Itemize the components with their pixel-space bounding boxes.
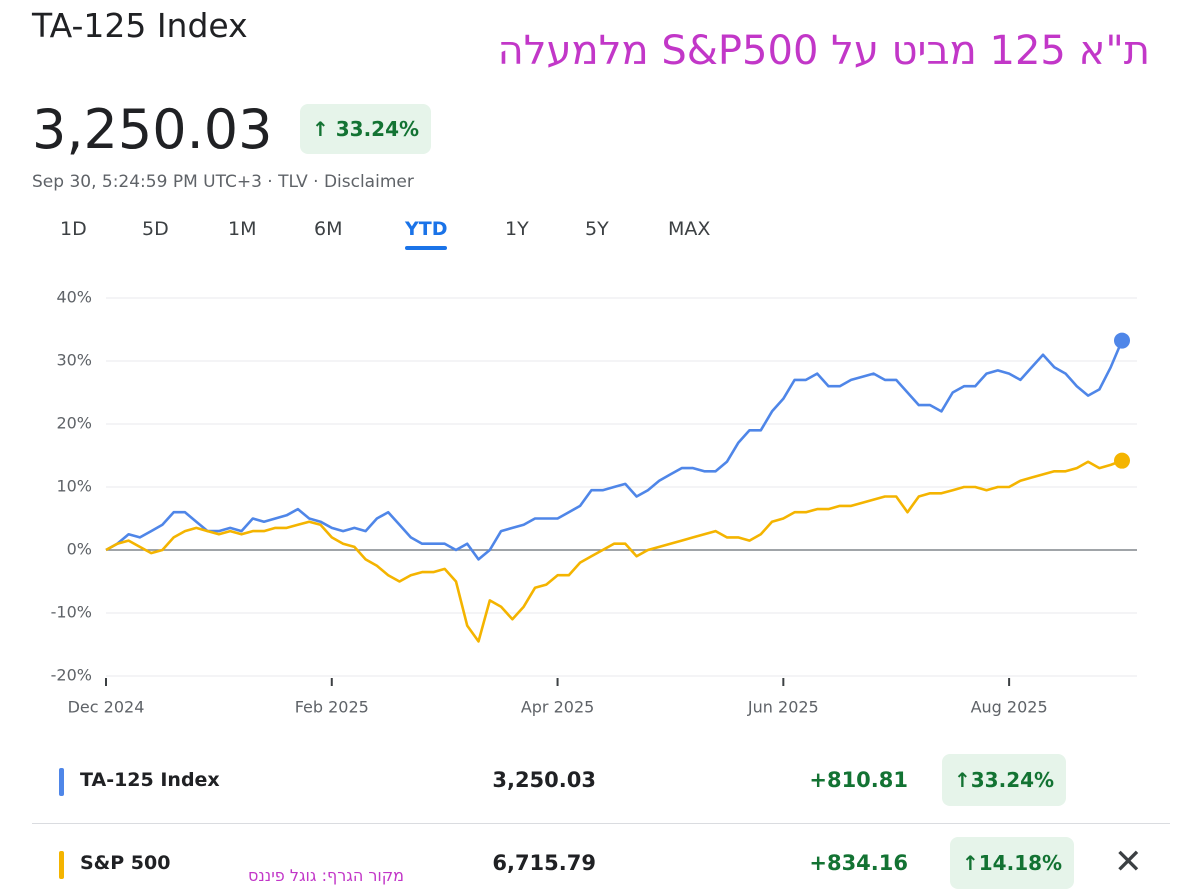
legend-name: TA-125 Index: [80, 769, 220, 791]
y-tick-label: 40%: [56, 288, 92, 307]
tab[interactable]: 1M: [228, 218, 257, 240]
annotation: ת"א 125 מביט על S&P500 מלמעלה: [497, 28, 1150, 74]
close-button[interactable]: ✕: [1114, 842, 1143, 882]
x-tick-label: Dec 2024: [68, 698, 145, 717]
row-badge: ↑14.18%: [950, 837, 1075, 889]
y-tick-label: 10%: [56, 477, 92, 496]
divider: [32, 823, 1170, 824]
chart: -20% -10% 0% 10% 20% 30% 40% Dec 2024 Feb 2025 Ap…: [51, 288, 1137, 717]
title: TA-125 Index: [32, 6, 248, 45]
x-tick-label: Apr 2025: [521, 698, 594, 717]
row-price: 6,715.79: [492, 851, 596, 875]
tab[interactable]: 5D: [142, 218, 169, 240]
y-tick-label: -10%: [51, 603, 92, 622]
tab[interactable]: 1D: [60, 218, 87, 240]
x-tick-label: Feb 2025: [295, 698, 369, 717]
end-point: [1114, 452, 1130, 469]
y-tick-label: 0%: [67, 540, 92, 559]
y-tick-label: 20%: [56, 414, 92, 433]
tab[interactable]: 5Y: [585, 218, 609, 240]
legend-swatch: [59, 768, 64, 796]
y-tick-label: -20%: [51, 666, 92, 685]
end-point: [1114, 332, 1130, 349]
row-change-pct: 33.24%: [970, 768, 1055, 792]
row-change-pct: 14.18%: [978, 851, 1063, 875]
y-tick-label: 30%: [56, 351, 92, 370]
source: מקור הגרף: גוגל פיננס: [248, 866, 404, 885]
tab-underline: [405, 246, 447, 250]
price: 3,250.03: [32, 98, 273, 161]
series-line: [105, 459, 1123, 643]
legend-swatch: [59, 851, 64, 879]
row-change: +810.81: [809, 768, 908, 792]
change-pct: 33.24%: [335, 117, 420, 141]
tab[interactable]: 1Y: [505, 218, 529, 240]
change-badge: ↑ 33.24%: [300, 104, 432, 154]
tab[interactable]: 6M: [314, 218, 343, 240]
legend-name: S&P 500: [80, 852, 171, 874]
x-tick-label: Aug 2025: [971, 698, 1048, 717]
row-change: +834.16: [809, 851, 908, 875]
row-price: 3,250.03: [492, 768, 596, 792]
tab[interactable]: MAX: [668, 218, 711, 240]
timestamp: Sep 30, 5:24:59 PM UTC+3 · TLV · Disclai…: [32, 172, 414, 192]
tab[interactable]: YTD: [405, 218, 448, 240]
series-line: [105, 340, 1124, 561]
x-tick-label: Jun 2025: [747, 698, 819, 717]
row-badge: ↑33.24%: [942, 754, 1067, 806]
